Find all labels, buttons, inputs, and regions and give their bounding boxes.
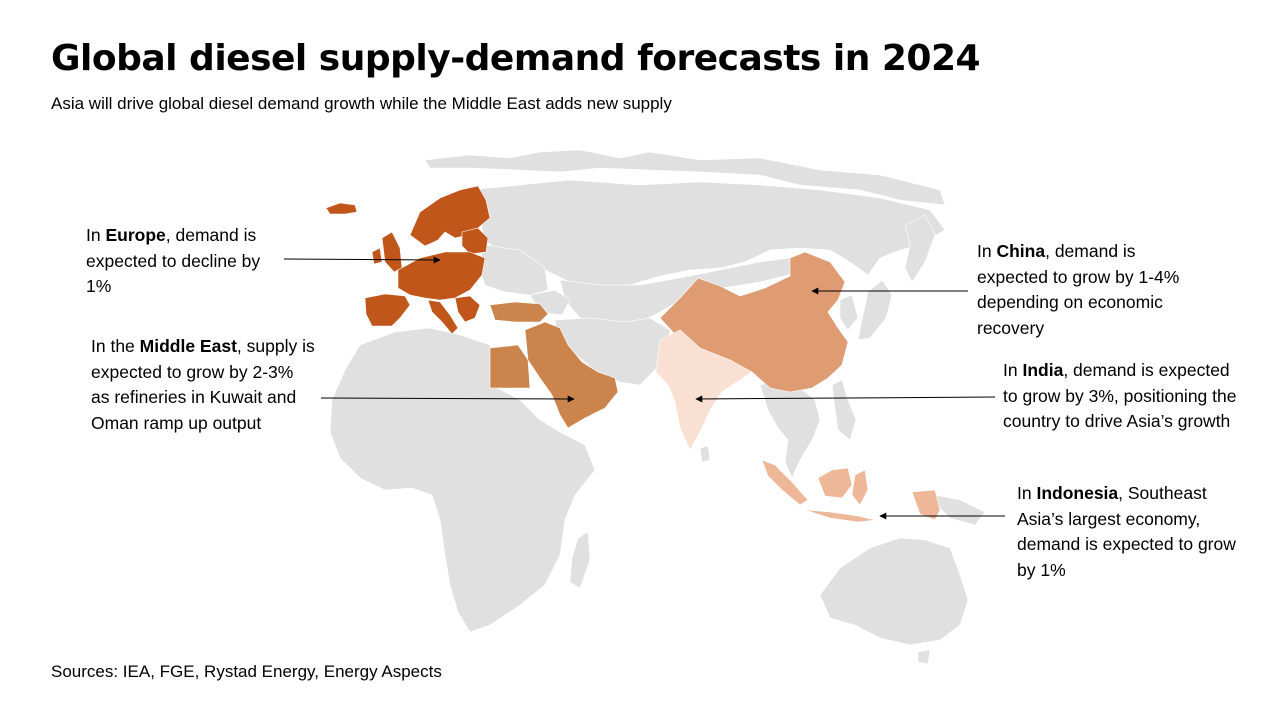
region-indonesia bbox=[761, 459, 941, 523]
land-japan bbox=[857, 279, 893, 341]
land-sri-lanka bbox=[699, 445, 711, 463]
region-middle-east bbox=[489, 301, 619, 429]
land-madagascar bbox=[569, 531, 591, 589]
middle-east-arrow bbox=[320, 395, 575, 403]
europe-callout: In Europe, demand is expected to decline… bbox=[86, 225, 261, 296]
land-philippines bbox=[831, 379, 857, 441]
middle-east-label: Middle East bbox=[139, 336, 237, 356]
page-subtitle: Asia will drive global diesel demand gro… bbox=[51, 94, 672, 113]
india-label: India bbox=[1022, 360, 1064, 380]
middle-east-callout: In the Middle East, supply is expected t… bbox=[91, 336, 315, 433]
page-title: Global diesel supply-demand forecasts in… bbox=[51, 38, 981, 79]
land-korea bbox=[839, 294, 859, 331]
land-base bbox=[329, 149, 986, 665]
china-label: China bbox=[996, 241, 1046, 261]
europe-arrow bbox=[283, 256, 441, 264]
land-australia bbox=[819, 537, 969, 646]
sumatra-shape bbox=[761, 459, 809, 506]
land-kamchatka bbox=[904, 214, 936, 283]
balkans-shape bbox=[454, 295, 481, 323]
ireland-shape bbox=[371, 247, 383, 265]
papua-shape bbox=[911, 489, 941, 521]
sulawesi-shape bbox=[851, 469, 869, 506]
india-arrow bbox=[695, 395, 996, 403]
land-tasmania bbox=[917, 649, 931, 665]
italy-shape bbox=[427, 299, 459, 335]
europe-label: Europe bbox=[105, 225, 166, 245]
uk-shape bbox=[381, 231, 403, 273]
egypt-shape bbox=[489, 344, 531, 389]
land-arctic bbox=[424, 149, 946, 206]
borneo-shape bbox=[817, 467, 853, 499]
china-callout: In China, demand is expected to grow by … bbox=[977, 241, 1180, 338]
continental-europe-shape bbox=[397, 251, 486, 301]
iberia-shape bbox=[364, 293, 411, 327]
sources-note: Sources: IEA, FGE, Rystad Energy, Energy… bbox=[51, 662, 442, 681]
india-callout: In India, demand is expected to grow by … bbox=[1003, 360, 1237, 431]
java-shape bbox=[804, 509, 876, 523]
baltics-shape bbox=[461, 227, 489, 255]
turkey-shape bbox=[489, 301, 549, 323]
india-shape bbox=[655, 329, 753, 451]
region-india bbox=[655, 329, 753, 451]
indonesia-label: Indonesia bbox=[1036, 483, 1119, 503]
arabia-shape bbox=[524, 321, 619, 429]
iceland-shape bbox=[325, 202, 358, 215]
region-europe bbox=[325, 185, 491, 335]
land-png bbox=[934, 494, 986, 526]
indonesia-callout: In Indonesia, Southeast Asia’s largest e… bbox=[1017, 483, 1236, 580]
